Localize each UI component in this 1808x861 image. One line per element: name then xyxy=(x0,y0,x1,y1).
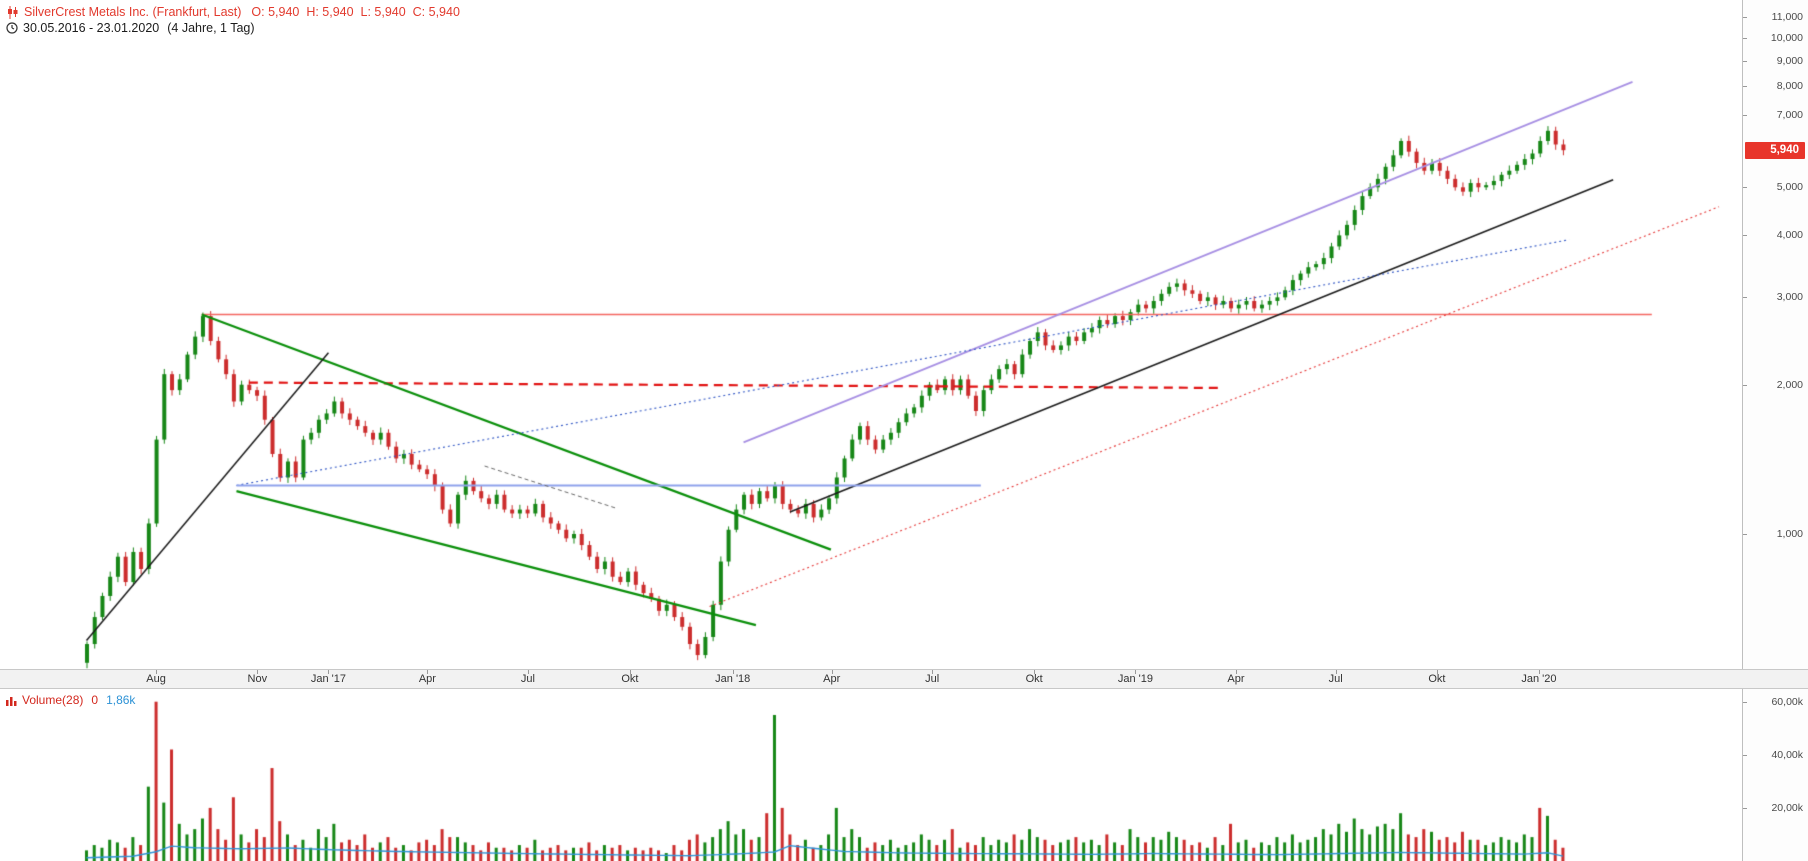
time-axis-label: Jul xyxy=(520,673,535,685)
time-axis-tick xyxy=(1436,670,1438,674)
time-axis-label: Jan '18 xyxy=(715,673,751,685)
price-axis-label: 9,000 xyxy=(1776,54,1803,67)
time-axis-label: Okt xyxy=(1428,673,1446,685)
time-axis-label: Nov xyxy=(247,673,268,685)
time-axis-tick xyxy=(831,670,833,674)
time-axis-label: Jan '20 xyxy=(1521,673,1557,685)
time-axis-tick xyxy=(1034,670,1036,674)
volume-axis-tick xyxy=(1743,807,1747,809)
volume-axis-tick xyxy=(1743,701,1747,703)
time-axis-tick xyxy=(1335,670,1337,674)
price-axis-tick xyxy=(1743,384,1747,386)
time-axis-label: Apr xyxy=(823,673,841,685)
time-axis-tick xyxy=(257,670,259,674)
time-axis-label: Apr xyxy=(418,673,436,685)
time-axis-tick xyxy=(156,670,158,674)
volume-chart-canvas[interactable] xyxy=(0,689,1742,861)
price-axis-tick xyxy=(1743,17,1747,19)
price-axis-label: 5,000 xyxy=(1776,181,1803,194)
time-axis-label: Jan '17 xyxy=(310,673,347,685)
price-axis-label: 7,000 xyxy=(1776,108,1803,121)
price-axis-tick xyxy=(1743,86,1747,88)
time-axis-label: Okt xyxy=(621,673,639,685)
price-axis-tick xyxy=(1743,114,1747,116)
time-axis-label: Jul xyxy=(1328,673,1343,685)
time-axis-label: Jan '19 xyxy=(1117,673,1154,685)
volume-axis[interactable]: 60,00k 40,00k 20,00k xyxy=(1742,689,1808,861)
time-axis-tick xyxy=(427,670,429,674)
price-axis-label: 4,000 xyxy=(1776,229,1803,242)
price-axis-tick xyxy=(1743,235,1747,237)
volume-axis-label: 20,00k xyxy=(1771,801,1803,814)
price-axis[interactable]: 5,940 11,000 10,000 9,000 8,000 7,000 5,000 4,… xyxy=(1742,0,1808,669)
volume-axis-tick xyxy=(1743,754,1747,756)
price-axis-label: 3,000 xyxy=(1776,291,1803,304)
price-axis-label: 10,000 xyxy=(1770,32,1803,44)
time-axis-tick xyxy=(1235,670,1237,674)
price-axis-label: 11,000 xyxy=(1771,11,1803,24)
time-axis-tick xyxy=(932,670,934,674)
time-axis-tick xyxy=(328,670,330,674)
volume-axis-label: 40,00k xyxy=(1771,748,1803,761)
time-axis-tick xyxy=(629,670,631,674)
price-axis-tick xyxy=(1743,534,1747,535)
price-axis-label: 1,000 xyxy=(1776,528,1803,540)
price-axis-tick xyxy=(1743,297,1747,299)
time-axis-tick xyxy=(1135,670,1137,674)
price-axis-tick xyxy=(1743,187,1747,189)
time-axis-label: Apr xyxy=(1227,673,1245,685)
time-axis-label: Jul xyxy=(925,673,940,685)
price-axis-label: 8,000 xyxy=(1776,80,1803,93)
time-axis-tick xyxy=(527,670,529,674)
time-axis-tick xyxy=(732,670,734,674)
time-axis-label: Okt xyxy=(1025,673,1043,685)
price-chart-canvas[interactable] xyxy=(0,0,1742,669)
time-axis-label: Aug xyxy=(146,673,166,685)
volume-pane: Volume(28) 0 1,86k xyxy=(0,689,1742,861)
price-axis-tick xyxy=(1743,60,1747,62)
time-axis[interactable]: Aug Nov Jan '17 Apr Jul Okt Jan '18 Apr Jul Okt Ja… xyxy=(0,669,1808,689)
last-price-badge: 5,940 xyxy=(1745,141,1805,159)
price-axis-label: 2,000 xyxy=(1776,378,1803,391)
time-axis-tick xyxy=(1538,670,1540,674)
volume-axis-label: 60,00k xyxy=(1771,695,1803,708)
price-axis-tick xyxy=(1743,38,1747,39)
